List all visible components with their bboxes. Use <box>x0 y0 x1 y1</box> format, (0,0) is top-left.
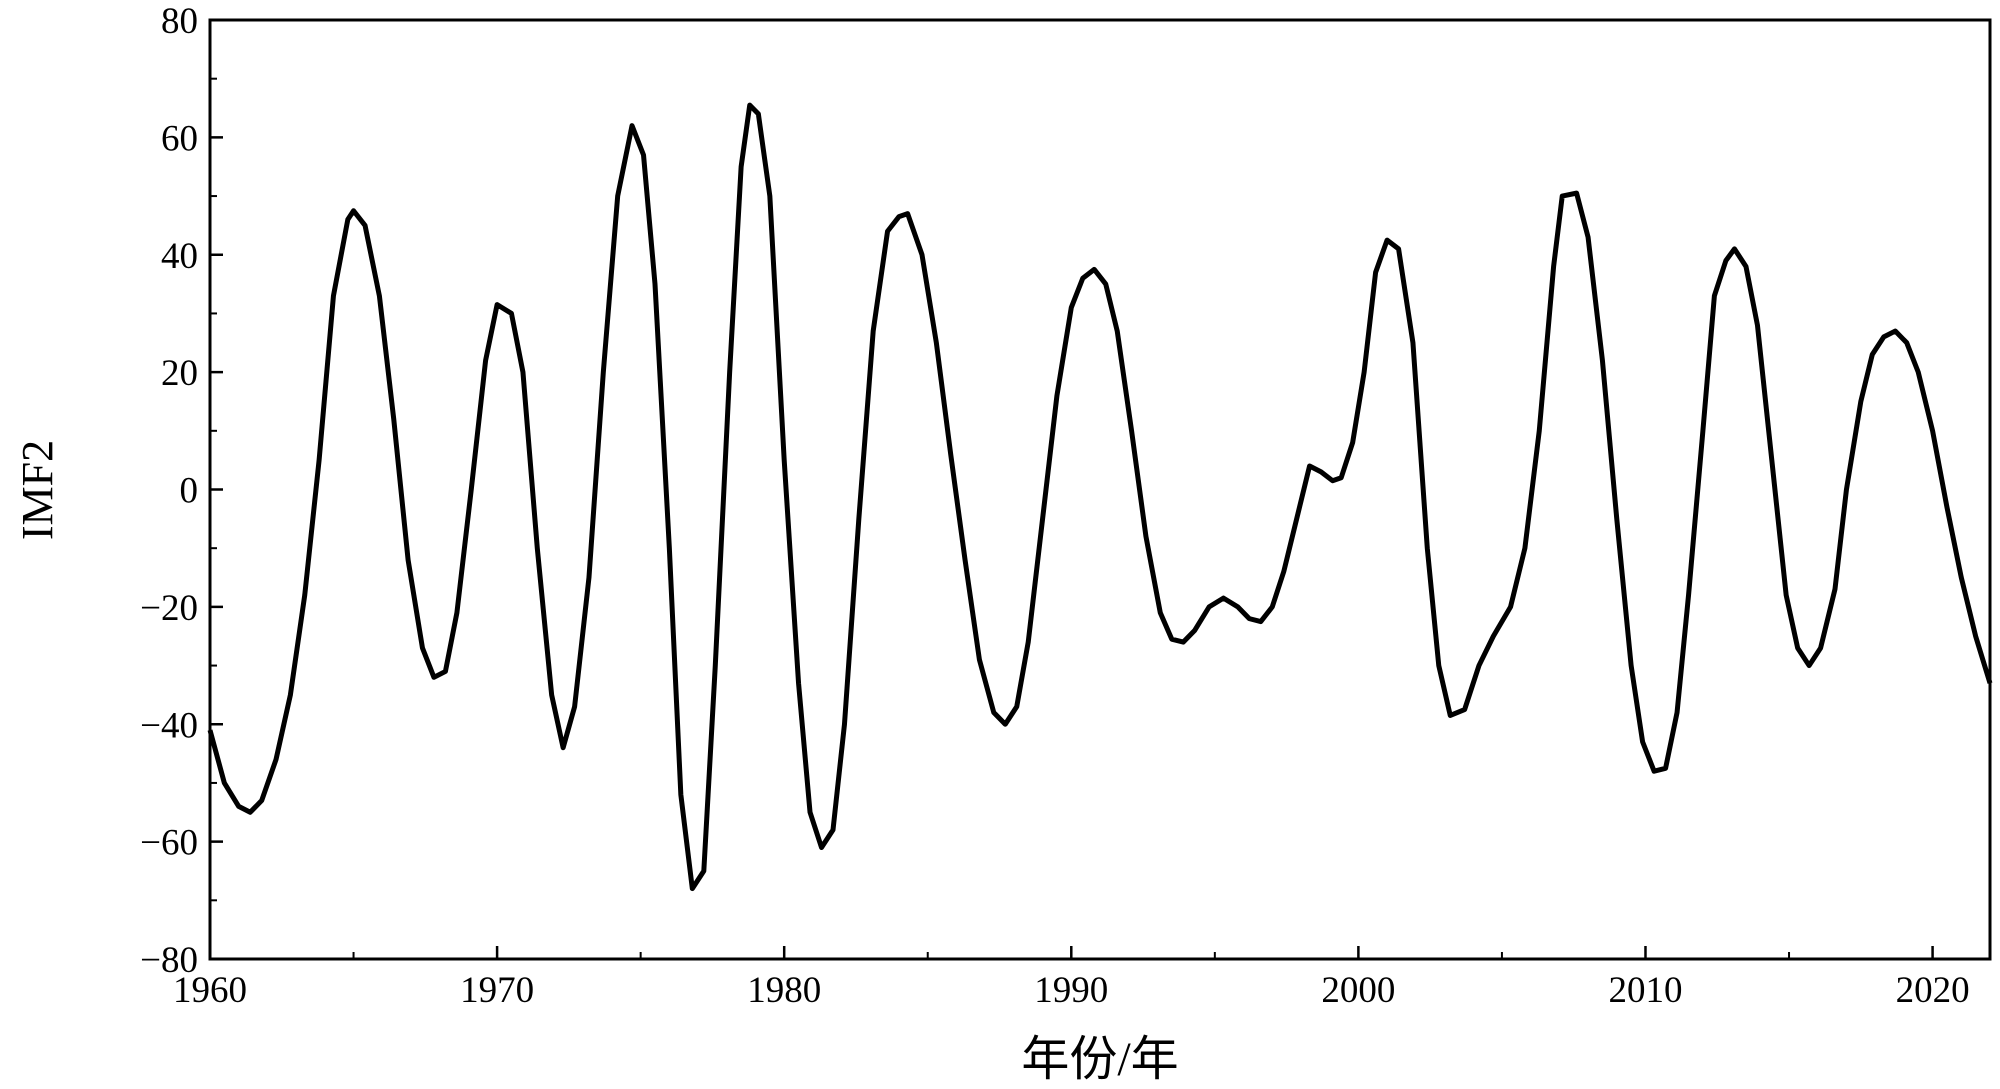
x-tick-label: 1990 <box>1034 970 1108 1011</box>
y-tick-label: −80 <box>140 940 198 981</box>
x-tick-label: 1970 <box>460 970 534 1011</box>
x-tick-label: 1980 <box>747 970 821 1011</box>
y-tick-label: 20 <box>161 353 198 394</box>
y-tick-label: 80 <box>161 1 198 42</box>
x-axis-label: 年份/年 <box>1021 1033 1178 1086</box>
y-tick-label: 0 <box>180 471 199 512</box>
y-tick-label: 40 <box>161 236 198 277</box>
x-tick-label: 1960 <box>173 970 247 1011</box>
y-tick-label: −40 <box>140 705 198 746</box>
x-tick-label: 2010 <box>1608 970 1682 1011</box>
x-tick-label: 2020 <box>1896 970 1970 1011</box>
y-tick-label: −20 <box>140 588 198 629</box>
y-axis-label: IMF2 <box>13 440 62 540</box>
data-line <box>207 102 1993 892</box>
x-tick-label: 2000 <box>1321 970 1395 1011</box>
y-tick-label: 60 <box>161 118 198 159</box>
plot-frame <box>208 18 1992 961</box>
y-tick-label: −60 <box>140 823 198 864</box>
